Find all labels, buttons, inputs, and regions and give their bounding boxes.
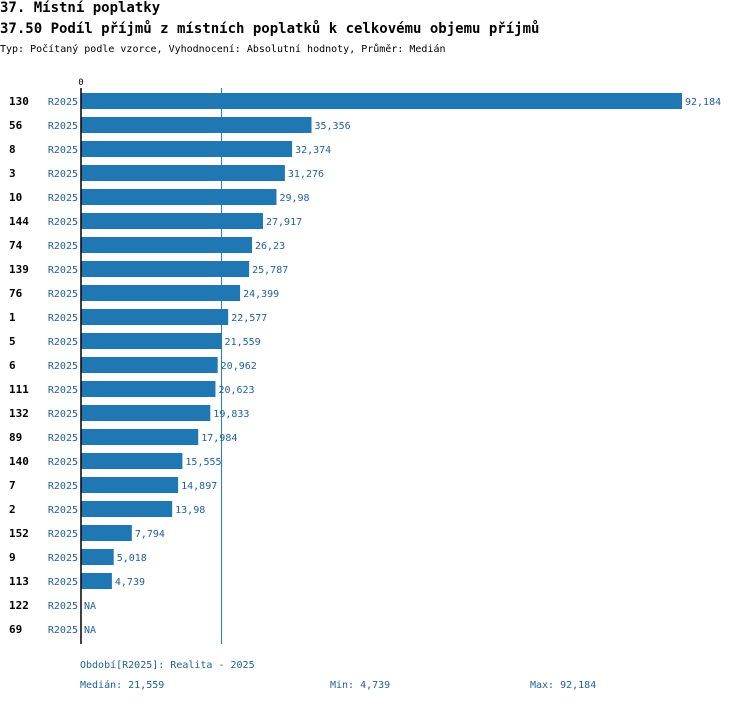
bar: [81, 237, 253, 253]
bar: [81, 117, 312, 133]
bar: [81, 453, 183, 469]
chart-subtitle: Typ: Počítaný podle vzorce, Vyhodnocení:…: [0, 44, 446, 55]
data-label: 25,787: [252, 265, 288, 276]
row-period-label: R2025: [48, 97, 78, 108]
row-period-label: R2025: [48, 457, 78, 468]
row-id-label: 9: [9, 551, 16, 564]
data-label: 13,98: [175, 505, 205, 516]
row-id-label: 2: [9, 503, 16, 516]
row-period-label: R2025: [48, 409, 78, 420]
bar: [81, 165, 285, 181]
bar: [81, 357, 218, 373]
row-period-label: R2025: [48, 553, 78, 564]
row-period-label: R2025: [48, 505, 78, 516]
bar: [81, 573, 112, 589]
row-period-label: R2025: [48, 529, 78, 540]
row-id-label: 144: [9, 215, 29, 228]
bar: [81, 501, 173, 517]
bar: [81, 333, 222, 349]
row-id-label: 8: [9, 143, 16, 156]
section-title: 37. Místní poplatky: [0, 0, 161, 16]
data-label: 14,897: [181, 481, 217, 492]
row-period-label: R2025: [48, 313, 78, 324]
bar: [81, 477, 179, 493]
bar: [81, 549, 114, 565]
row-period-label: R2025: [48, 577, 78, 588]
data-label: 92,184: [685, 97, 721, 108]
data-label: 20,962: [221, 361, 257, 372]
data-label: 32,374: [295, 145, 331, 156]
row-period-label: R2025: [48, 481, 78, 492]
row-id-label: 113: [9, 575, 29, 588]
data-label: 26,23: [255, 241, 285, 252]
data-label: 15,555: [185, 457, 221, 468]
data-label: 29,98: [279, 193, 309, 204]
data-label: 7,794: [135, 529, 165, 540]
data-label: 22,577: [231, 313, 267, 324]
row-id-label: 3: [9, 167, 16, 180]
row-period-label: R2025: [48, 385, 78, 396]
row-period-label: R2025: [48, 289, 78, 300]
row-period-label: R2025: [48, 625, 78, 636]
bar: [81, 261, 250, 277]
row-id-label: 10: [9, 191, 22, 204]
bar: [81, 405, 211, 421]
row-id-label: 56: [9, 119, 23, 132]
row-id-label: 69: [9, 623, 22, 636]
row-id-label: 140: [9, 455, 29, 468]
max-summary: Max: 92,184: [530, 680, 597, 691]
row-id-label: 130: [9, 95, 29, 108]
row-period-label: R2025: [48, 121, 78, 132]
bar: [81, 381, 216, 397]
bar: [81, 141, 293, 157]
row-id-label: 1: [9, 311, 16, 324]
data-label: 31,276: [288, 169, 324, 180]
bar: [81, 525, 132, 541]
row-id-label: 139: [9, 263, 29, 276]
row-period-label: R2025: [48, 601, 78, 612]
row-id-label: 89: [9, 431, 22, 444]
period-legend: Období[R2025]: Realita - 2025: [80, 660, 255, 671]
data-label: 17,984: [201, 433, 237, 444]
data-label: 5,018: [117, 553, 147, 564]
row-period-label: R2025: [48, 193, 78, 204]
bar: [81, 93, 682, 109]
row-id-label: 6: [9, 359, 16, 372]
data-label: NA: [84, 601, 96, 612]
row-id-label: 76: [9, 287, 23, 300]
min-summary: Min: 4,739: [330, 680, 391, 691]
row-period-label: R2025: [48, 337, 78, 348]
row-period-label: R2025: [48, 169, 78, 180]
row-period-label: R2025: [48, 433, 78, 444]
bar: [81, 189, 277, 205]
chart-title: 37.50 Podíl příjmů z místních poplatků k…: [0, 21, 540, 37]
row-period-label: R2025: [48, 361, 78, 372]
data-label: 4,739: [115, 577, 145, 588]
row-id-label: 132: [9, 407, 29, 420]
row-id-label: 7: [9, 479, 16, 492]
row-id-label: 111: [9, 383, 29, 396]
median-summary: Medián: 21,559: [80, 680, 165, 691]
bar: [81, 213, 264, 229]
bar: [81, 429, 199, 445]
row-period-label: R2025: [48, 265, 78, 276]
data-label: 27,917: [266, 217, 302, 228]
bar: [81, 309, 229, 325]
row-id-label: 122: [9, 599, 29, 612]
axis-zero-label: 0: [78, 78, 83, 88]
row-period-label: R2025: [48, 145, 78, 156]
data-label: 35,356: [315, 121, 351, 132]
bar: [81, 285, 241, 301]
row-id-label: 152: [9, 527, 29, 540]
row-id-label: 5: [9, 335, 16, 348]
row-period-label: R2025: [48, 241, 78, 252]
row-period-label: R2025: [48, 217, 78, 228]
data-label: NA: [84, 625, 96, 636]
data-label: 20,623: [218, 385, 254, 396]
row-id-label: 74: [9, 239, 23, 252]
data-label: 24,399: [243, 289, 279, 300]
data-label: 21,559: [225, 337, 261, 348]
data-label: 19,833: [213, 409, 249, 420]
